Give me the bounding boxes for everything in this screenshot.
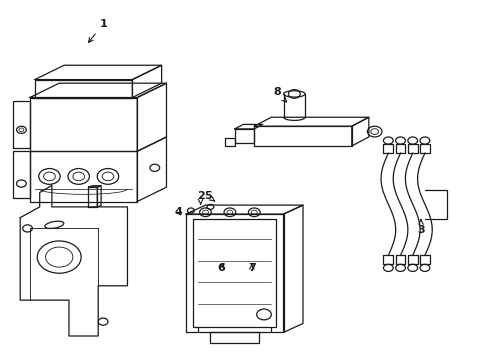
Text: 7: 7 [247,263,255,273]
Text: 3: 3 [416,220,424,235]
Text: 1: 1 [88,19,107,42]
Text: 6: 6 [217,263,224,273]
Text: 4: 4 [174,207,182,217]
Text: 8: 8 [273,87,286,102]
Text: 5: 5 [203,191,214,201]
Text: 2: 2 [196,191,204,204]
